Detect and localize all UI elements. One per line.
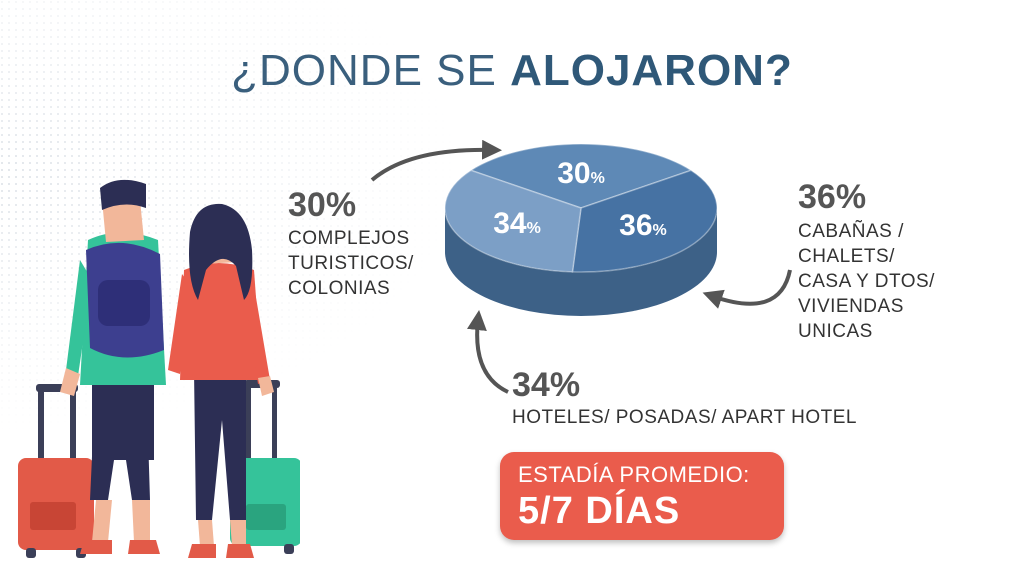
callout-bottom-line: HOTELES/ POSADAS/ APART HOTEL bbox=[512, 407, 857, 428]
callout-right-percent: 36% bbox=[798, 178, 867, 216]
average-stay-badge: ESTADÍA PROMEDIO: 5/7 DÍAS bbox=[500, 452, 784, 540]
travelers-illustration bbox=[18, 179, 300, 558]
callout-bottom-text: HOTELES/ POSADAS/ APART HOTEL bbox=[512, 405, 857, 430]
pie-slice-label: 30% bbox=[557, 157, 605, 190]
title-emphasis: ALOJARON? bbox=[510, 46, 793, 95]
pie-slice-label: 34% bbox=[493, 207, 541, 240]
callout-left-line: COMPLEJOS bbox=[288, 228, 410, 249]
woman-figure bbox=[168, 203, 274, 558]
callout-right-line: VIVIENDAS bbox=[798, 296, 904, 317]
man-figure bbox=[60, 179, 166, 554]
callout-right-line: CABAÑAS / bbox=[798, 221, 904, 242]
pie-slice bbox=[571, 169, 718, 273]
callout-right-line: CHALETS/ bbox=[798, 246, 895, 267]
pie-slice-label: 36% bbox=[619, 209, 667, 242]
callout-left-line: COLONIAS bbox=[288, 278, 391, 299]
callout-left-text: COMPLEJOS TURISTICOS/ COLONIAS bbox=[288, 226, 414, 301]
title-prefix: ¿DONDE SE bbox=[231, 46, 511, 95]
callout-left-percent: 30% bbox=[288, 186, 357, 224]
page-title: ¿DONDE SE ALOJARON? bbox=[0, 46, 1024, 96]
callout-right-line: CASA Y DTOS/ bbox=[798, 271, 935, 292]
average-stay-label: ESTADÍA PROMEDIO: bbox=[518, 462, 750, 487]
callout-left-line: TURISTICOS/ bbox=[288, 253, 414, 274]
callout-right-text: CABAÑAS / CHALETS/ CASA Y DTOS/ VIVIENDA… bbox=[798, 219, 935, 344]
pie-chart: 30% 36% 34% bbox=[444, 143, 718, 316]
red-suitcase-icon bbox=[18, 384, 94, 558]
callout-right-line: UNICAS bbox=[798, 321, 873, 342]
pie-side-wall bbox=[445, 208, 717, 316]
average-stay-value: 5/7 DÍAS bbox=[518, 490, 681, 532]
callout-bottom-percent: 34% bbox=[512, 366, 581, 404]
pie-slice bbox=[444, 169, 582, 273]
